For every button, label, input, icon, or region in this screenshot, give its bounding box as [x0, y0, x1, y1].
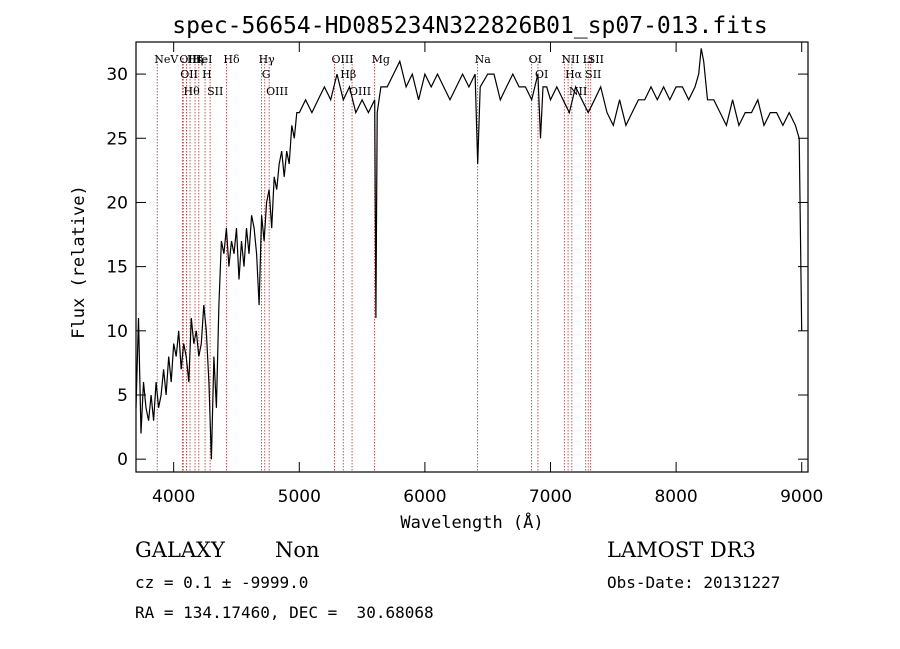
line-marker-label: Hγ	[259, 53, 276, 66]
y-axis-label: Flux (relative)	[69, 185, 89, 339]
y-tick-label: 25	[106, 129, 128, 149]
y-tick-label: 20	[106, 193, 128, 213]
object-subclass: Non	[275, 538, 320, 562]
line-marker-label: NII	[561, 53, 579, 66]
x-tick-label: 9000	[780, 487, 823, 507]
line-marker-label: Li	[583, 53, 594, 66]
coordinates-readout: RA = 134.17460, DEC = 30.68068	[135, 603, 434, 622]
survey-label: LAMOST DR3	[607, 538, 756, 562]
x-axis-label: Wavelength (Å)	[400, 511, 543, 533]
line-marker-label: Hη	[187, 53, 203, 66]
x-tick-label: 6000	[403, 487, 446, 507]
plot-frame	[135, 41, 809, 473]
x-tick-label: 5000	[278, 487, 321, 507]
y-tick-label: 0	[117, 450, 128, 470]
line-markers	[156, 58, 592, 472]
line-marker-label: OIII	[266, 85, 288, 98]
x-axis-ticks: 4000 5000 6000 7000 8000 9000	[152, 42, 823, 507]
line-marker-label: OI	[529, 53, 542, 66]
y-axis-ticks: 0 5 10 15 20 25 30	[106, 65, 808, 470]
line-marker-label: HeI	[192, 53, 212, 66]
line-marker-label: K	[196, 53, 205, 66]
line-marker-label: G	[262, 68, 271, 81]
x-tick-label: 8000	[654, 487, 697, 507]
line-marker-label: Hδ	[223, 53, 240, 66]
line-marker-label: OII	[179, 53, 197, 66]
line-marker-label: Hθ	[183, 85, 200, 98]
line-marker-label: Hα	[565, 68, 583, 81]
x-tick-label: 7000	[529, 487, 572, 507]
y-tick-label: 15	[106, 258, 128, 278]
obs-date: Obs-Date: 20131227	[607, 573, 781, 592]
line-marker-label: OII	[180, 68, 198, 81]
line-marker-label: NeV	[154, 53, 179, 66]
object-class: GALAXY	[135, 538, 225, 562]
chart-title: spec-56654-HD085234N322826B01_sp07-013.f…	[172, 13, 767, 39]
line-marker-label: OIII	[331, 53, 353, 66]
line-marker-label: Hβ	[340, 68, 356, 81]
redshift-readout: cz = 0.1 ± -9999.0	[135, 573, 309, 592]
line-marker-label: Mg	[372, 53, 390, 66]
y-tick-label: 10	[106, 322, 128, 342]
line-marker-label: SII	[588, 53, 604, 66]
line-marker-label: SII	[585, 68, 601, 81]
line-marker-label: H	[202, 68, 212, 81]
line-marker-label: Na	[475, 53, 492, 66]
y-tick-label: 5	[117, 386, 128, 406]
line-marker-label: SII	[207, 85, 223, 98]
x-tick-label: 4000	[152, 487, 195, 507]
line-marker-label: OIII	[349, 85, 371, 98]
spectrum-line	[135, 48, 803, 460]
y-tick-label: 30	[106, 65, 128, 85]
